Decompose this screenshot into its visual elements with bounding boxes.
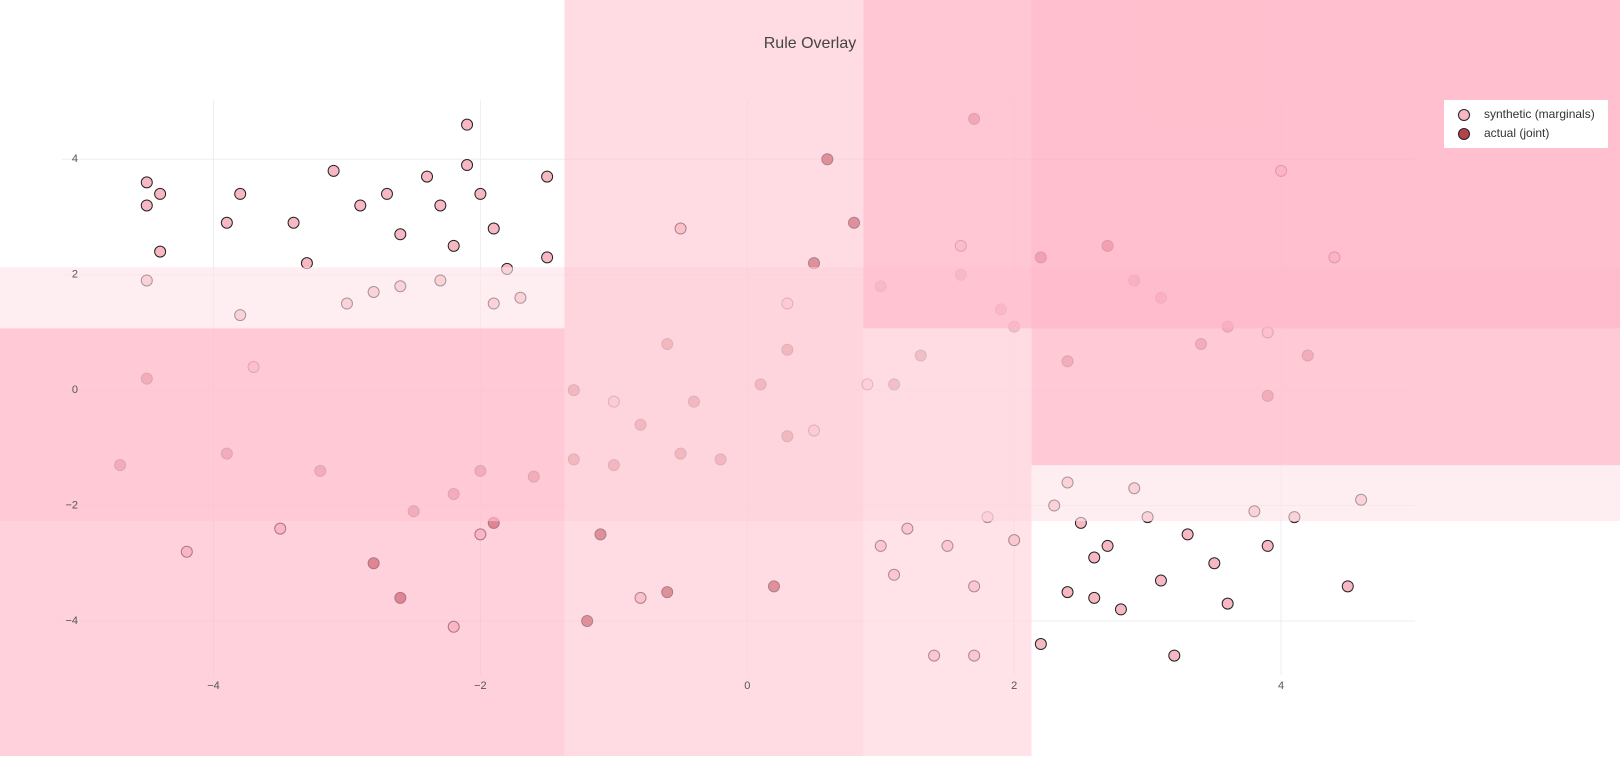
point: [461, 159, 474, 172]
legend-marker: [1458, 109, 1470, 121]
point: [154, 187, 167, 200]
point: [287, 216, 300, 229]
y-tick-label: 2: [72, 269, 78, 281]
point: [541, 251, 554, 264]
rule-region: [564, 0, 864, 756]
point: [234, 187, 247, 200]
point: [327, 164, 340, 177]
point: [1154, 574, 1167, 587]
y-tick-label: 4: [72, 153, 78, 165]
chart-title: Rule Overlay: [764, 35, 856, 52]
x-tick-label: 4: [1278, 680, 1284, 692]
point: [487, 222, 500, 235]
point: [474, 187, 487, 200]
y-tick-label: −2: [65, 499, 78, 511]
point: [1261, 539, 1274, 552]
y-tick-label: 0: [72, 384, 78, 396]
point: [354, 199, 367, 212]
legend-box: [1444, 100, 1608, 148]
point: [140, 176, 153, 189]
point: [1181, 528, 1194, 541]
point: [461, 118, 474, 131]
point: [1034, 638, 1047, 651]
axes: −4 −2 0 2 4 −4 −2 0 2 4: [65, 153, 1284, 692]
point: [434, 199, 447, 212]
point: [140, 199, 153, 212]
x-tick-label: −4: [207, 680, 220, 692]
point: [380, 187, 393, 200]
point: [1114, 603, 1127, 616]
point: [300, 257, 313, 270]
legend-label: actual (joint): [1484, 126, 1549, 140]
point: [1088, 551, 1101, 564]
x-tick-label: 0: [744, 680, 750, 692]
point: [1221, 597, 1234, 610]
rule-region: [1031, 0, 1620, 466]
x-tick-label: 2: [1011, 680, 1017, 692]
point: [421, 170, 434, 183]
point: [220, 216, 233, 229]
point: [394, 228, 407, 241]
x-tick-label: −2: [474, 680, 487, 692]
point: [1061, 586, 1074, 599]
point: [1341, 580, 1354, 593]
point: [1101, 539, 1114, 552]
point: [1168, 649, 1181, 662]
point: [447, 239, 460, 252]
legend: synthetic (marginals) actual (joint): [1444, 100, 1608, 148]
y-tick-label: −4: [65, 615, 78, 627]
point: [1088, 591, 1101, 604]
legend-label: synthetic (marginals): [1484, 107, 1595, 121]
point: [154, 245, 167, 258]
point: [541, 170, 554, 183]
point: [1208, 557, 1221, 570]
rule-region: [0, 328, 565, 756]
legend-marker: [1458, 128, 1470, 140]
